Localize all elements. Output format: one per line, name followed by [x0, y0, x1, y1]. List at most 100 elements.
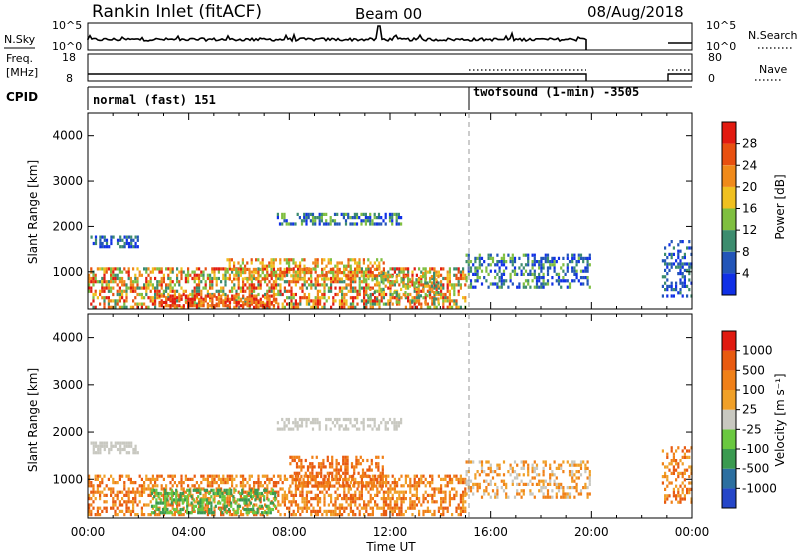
velocity-cell: [686, 468, 689, 472]
power-cell: [200, 292, 203, 297]
power-cell: [319, 302, 322, 306]
velocity-cell: [666, 497, 669, 501]
velocity-cell: [202, 477, 205, 481]
velocity-cell: [289, 462, 292, 466]
power-cell: [330, 276, 333, 281]
power-cell: [568, 282, 572, 286]
power-cell: [365, 292, 368, 297]
power-cell: [292, 280, 295, 284]
velocity-cell: [577, 463, 580, 467]
velocity-cell: [546, 482, 550, 486]
velocity-cell: [233, 513, 236, 517]
velocity-cell: [496, 466, 499, 470]
power-cell: [531, 263, 534, 267]
colorbar-swatch: [722, 350, 736, 371]
power-cell: [250, 274, 253, 278]
power-cell: [369, 222, 372, 226]
power-cell: [300, 219, 304, 223]
velocity-cell: [103, 447, 106, 452]
power-cell: [272, 264, 275, 268]
power-cell: [345, 292, 348, 297]
velocity-cell: [188, 491, 191, 496]
power-cell: [679, 272, 682, 276]
power-cell: [125, 238, 128, 242]
power-cell: [360, 299, 363, 303]
power-cell: [288, 280, 291, 284]
power-cell: [250, 261, 253, 265]
power-cell: [336, 276, 339, 281]
velocity-cell: [431, 474, 434, 478]
power-cell: [382, 261, 385, 265]
power-cell: [169, 283, 172, 287]
power-cell: [362, 219, 365, 223]
power-cell: [318, 222, 321, 226]
colorbar-tick-label: 20: [742, 180, 757, 194]
velocity-cell: [245, 507, 248, 512]
power-cell: [110, 267, 113, 271]
power-cell: [244, 264, 247, 268]
velocity-cell: [288, 506, 291, 510]
power-cell: [371, 222, 374, 226]
power-cell: [235, 294, 238, 298]
power-cell: [478, 256, 481, 260]
velocity-cell: [366, 468, 369, 472]
power-cell: [242, 286, 245, 290]
power-cell: [250, 294, 254, 298]
power-cell: [277, 267, 280, 271]
power-cell: [446, 289, 449, 293]
power-cell: [211, 300, 214, 305]
power-cell: [160, 280, 163, 284]
velocity-cell: [378, 490, 381, 494]
power-cell: [329, 222, 332, 226]
velocity-cell: [150, 491, 154, 496]
velocity-cell: [668, 481, 671, 485]
power-cell: [154, 276, 157, 281]
velocity-cell: [354, 497, 357, 501]
velocity-cell: [442, 506, 445, 510]
velocity-cell: [311, 478, 314, 482]
velocity-cell: [227, 488, 231, 492]
power-cell: [151, 302, 154, 306]
velocity-cell: [119, 441, 122, 445]
velocity-cell: [400, 500, 403, 504]
velocity-cell: [97, 447, 100, 452]
velocity-cell: [393, 490, 396, 494]
power-cell: [398, 302, 401, 306]
power-cell: [327, 258, 330, 262]
velocity-cell: [305, 417, 308, 422]
velocity-cell: [511, 479, 514, 483]
power-cell: [393, 291, 396, 295]
power-cell: [677, 265, 680, 269]
power-cell: [160, 267, 163, 271]
power-cell: [270, 300, 273, 305]
power-cell: [442, 286, 445, 290]
power-cell: [586, 256, 589, 260]
velocity-cell: [375, 478, 378, 482]
power-cell: [347, 274, 350, 278]
velocity-cell: [279, 503, 282, 507]
velocity-cell: [94, 497, 97, 501]
velocity-cell: [233, 487, 236, 491]
power-cell: [500, 263, 503, 267]
power-cell: [191, 292, 194, 297]
velocity-cell: [344, 478, 347, 482]
power-cell: [367, 300, 370, 304]
velocity-cell: [465, 479, 468, 483]
velocity-cell: [455, 493, 458, 497]
power-cell: [224, 292, 227, 297]
velocity-cell: [206, 506, 209, 510]
velocity-cell: [387, 506, 390, 510]
power-cell: [136, 283, 139, 287]
velocity-cell: [666, 465, 669, 469]
power-cell: [681, 265, 684, 269]
velocity-cell: [231, 493, 234, 497]
velocity-cell: [440, 490, 443, 494]
power-cell: [356, 274, 359, 278]
power-cell: [362, 212, 365, 216]
velocity-cell: [293, 455, 296, 459]
velocity-cell: [555, 482, 558, 486]
power-cell: [255, 304, 258, 308]
velocity-cell: [455, 477, 458, 481]
power-cell: [169, 267, 172, 271]
